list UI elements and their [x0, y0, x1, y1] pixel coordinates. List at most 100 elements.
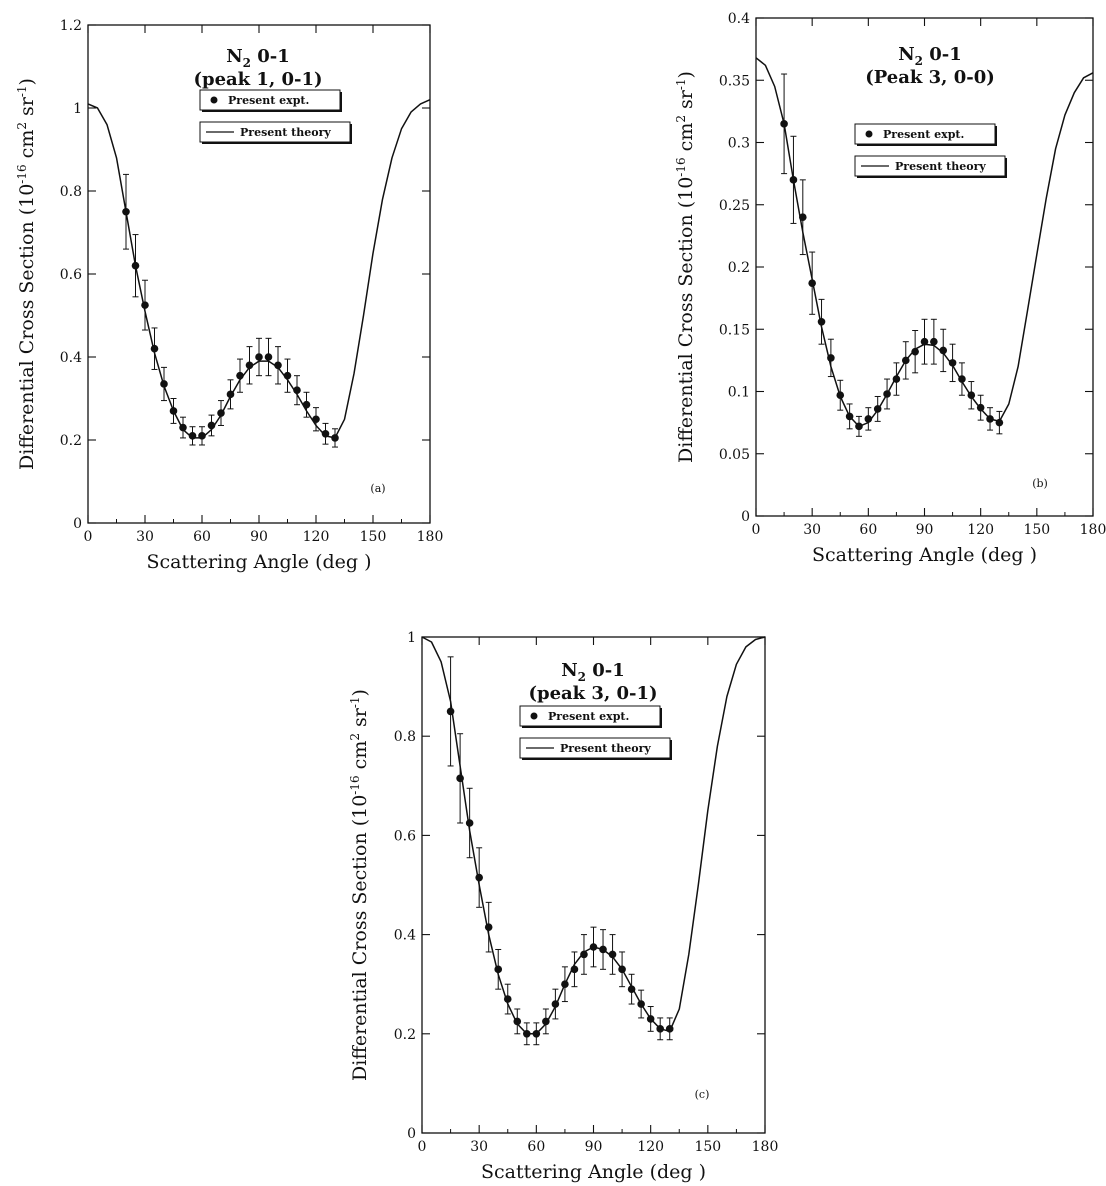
data-point	[995, 418, 1004, 427]
y-tick-label: 0.6	[394, 828, 416, 844]
chart-title: N2 0-1	[898, 44, 962, 68]
chart-title-part: 0-1	[923, 44, 962, 65]
data-point	[976, 403, 985, 412]
x-tick-label: 150	[360, 529, 387, 545]
data-point	[513, 1017, 522, 1026]
x-tick-label: 0	[418, 1139, 427, 1155]
y-tick-label: 0.3	[728, 136, 750, 152]
y-tick-label: 0.2	[728, 260, 750, 276]
x-tick-label: 0	[752, 522, 761, 538]
data-point	[817, 317, 826, 326]
data-point	[293, 386, 301, 395]
data-point	[827, 354, 835, 362]
chart-title-part: 0-1	[586, 660, 625, 681]
chart-title-part: N	[898, 44, 914, 65]
data-point	[446, 707, 455, 716]
data-point	[608, 950, 617, 959]
data-point	[901, 356, 910, 365]
data-point	[302, 400, 311, 409]
x-axis-label: Scattering Angle (deg )	[812, 544, 1037, 566]
y-tick-label: 0.1	[728, 385, 750, 401]
y-tick-label: 1	[73, 101, 82, 117]
x-tick-label: 60	[859, 522, 877, 538]
data-point	[475, 873, 483, 882]
y-tick-label: 0	[741, 509, 750, 525]
y-tick-label: 0.15	[719, 322, 750, 338]
y-axis-label: Differential Cross Section (10-16 cm2 sr…	[674, 71, 697, 463]
chart-subtitle: (Peak 3, 0-0)	[865, 67, 995, 88]
y-tick-label: 0.35	[719, 73, 750, 89]
chart-title-part: 2	[578, 670, 586, 684]
data-point	[780, 120, 788, 128]
y-tick-label: 0.05	[719, 447, 750, 463]
data-point	[179, 423, 187, 432]
y-axis-label-part: cm	[16, 130, 38, 165]
data-point	[532, 1030, 541, 1038]
data-point	[855, 422, 863, 431]
legend-theory-box	[519, 737, 671, 759]
chart-title: N2 0-1	[561, 660, 625, 684]
x-tick-label: 120	[637, 1139, 664, 1155]
data-point	[465, 819, 474, 827]
y-axis-label: Differential Cross Section (10-16 cm2 sr…	[348, 689, 371, 1081]
data-point	[589, 943, 598, 951]
y-axis-label-part: )	[675, 71, 697, 78]
plot-frame	[755, 17, 1094, 517]
data-point	[484, 923, 493, 931]
x-tick-label: 0	[84, 529, 93, 545]
y-axis-label-part: 2	[15, 122, 29, 130]
y-axis-label: Differential Cross Section (10-16 cm2 sr…	[15, 78, 38, 470]
chart-panel-c: 0 30 60 90 120 150 180 0 0.2 0.4 0.6 0.8 1 Scattering…	[348, 630, 778, 1183]
y-axis-label-part: Differential Cross Section (10	[675, 177, 697, 463]
data-point	[618, 965, 626, 974]
x-tick-label: 90	[250, 529, 268, 545]
data-point	[188, 432, 197, 440]
data-point	[958, 375, 966, 383]
x-tick-label: 150	[694, 1139, 721, 1155]
y-axis-label-part: -16	[348, 775, 362, 794]
data-point	[570, 965, 579, 974]
data-point	[561, 980, 569, 988]
data-point	[845, 412, 854, 421]
y-axis-label-part: cm	[675, 123, 697, 158]
legend-expt-box	[854, 123, 996, 145]
y-tick-label: 0.2	[60, 433, 82, 449]
y-tick-label: 0.8	[60, 184, 82, 200]
x-tick-label: 60	[193, 529, 211, 545]
x-tick-label: 30	[136, 529, 154, 545]
data-point	[283, 371, 292, 380]
x-tick-label: 90	[585, 1139, 603, 1155]
y-tick-label: 0.4	[60, 350, 82, 366]
data-point	[160, 380, 168, 388]
theory-curve	[755, 57, 1094, 428]
chart-title-part: N	[226, 46, 242, 67]
x-tick-label: 120	[967, 522, 994, 538]
data-point	[948, 359, 957, 367]
chart-subtitle: (peak 3, 0-1)	[528, 683, 657, 704]
data-point	[456, 774, 464, 783]
data-point	[198, 432, 206, 440]
y-axis-label-part: Differential Cross Section (10	[349, 795, 371, 1081]
legend-theory-label: Present theory	[240, 126, 331, 139]
data-point	[883, 390, 891, 398]
data-point	[665, 1025, 674, 1033]
y-axis-label-part: Differential Cross Section (10	[16, 184, 38, 470]
y-tick-label: 1.2	[60, 18, 82, 34]
data-point	[986, 415, 994, 423]
data-point	[264, 353, 273, 361]
y-axis-label-part: -1	[674, 78, 688, 90]
data-point	[245, 361, 254, 370]
chart-panel-a: 0 30 60 90 120 150 180 0 0.2 0.4 0.6 0.8 1 1.2 Scatter…	[15, 18, 443, 573]
data-point	[131, 261, 140, 270]
legend-expt-box	[199, 89, 341, 111]
data-point	[627, 985, 636, 993]
data-point	[789, 176, 798, 184]
data-point	[646, 1015, 655, 1023]
panel-label: (c)	[695, 1088, 710, 1101]
data-point	[808, 279, 816, 287]
legend-expt-label: Present expt.	[548, 710, 629, 723]
y-axis-label-part: 2	[348, 733, 362, 741]
x-tick-label: 30	[470, 1139, 488, 1155]
data-point	[255, 353, 263, 361]
